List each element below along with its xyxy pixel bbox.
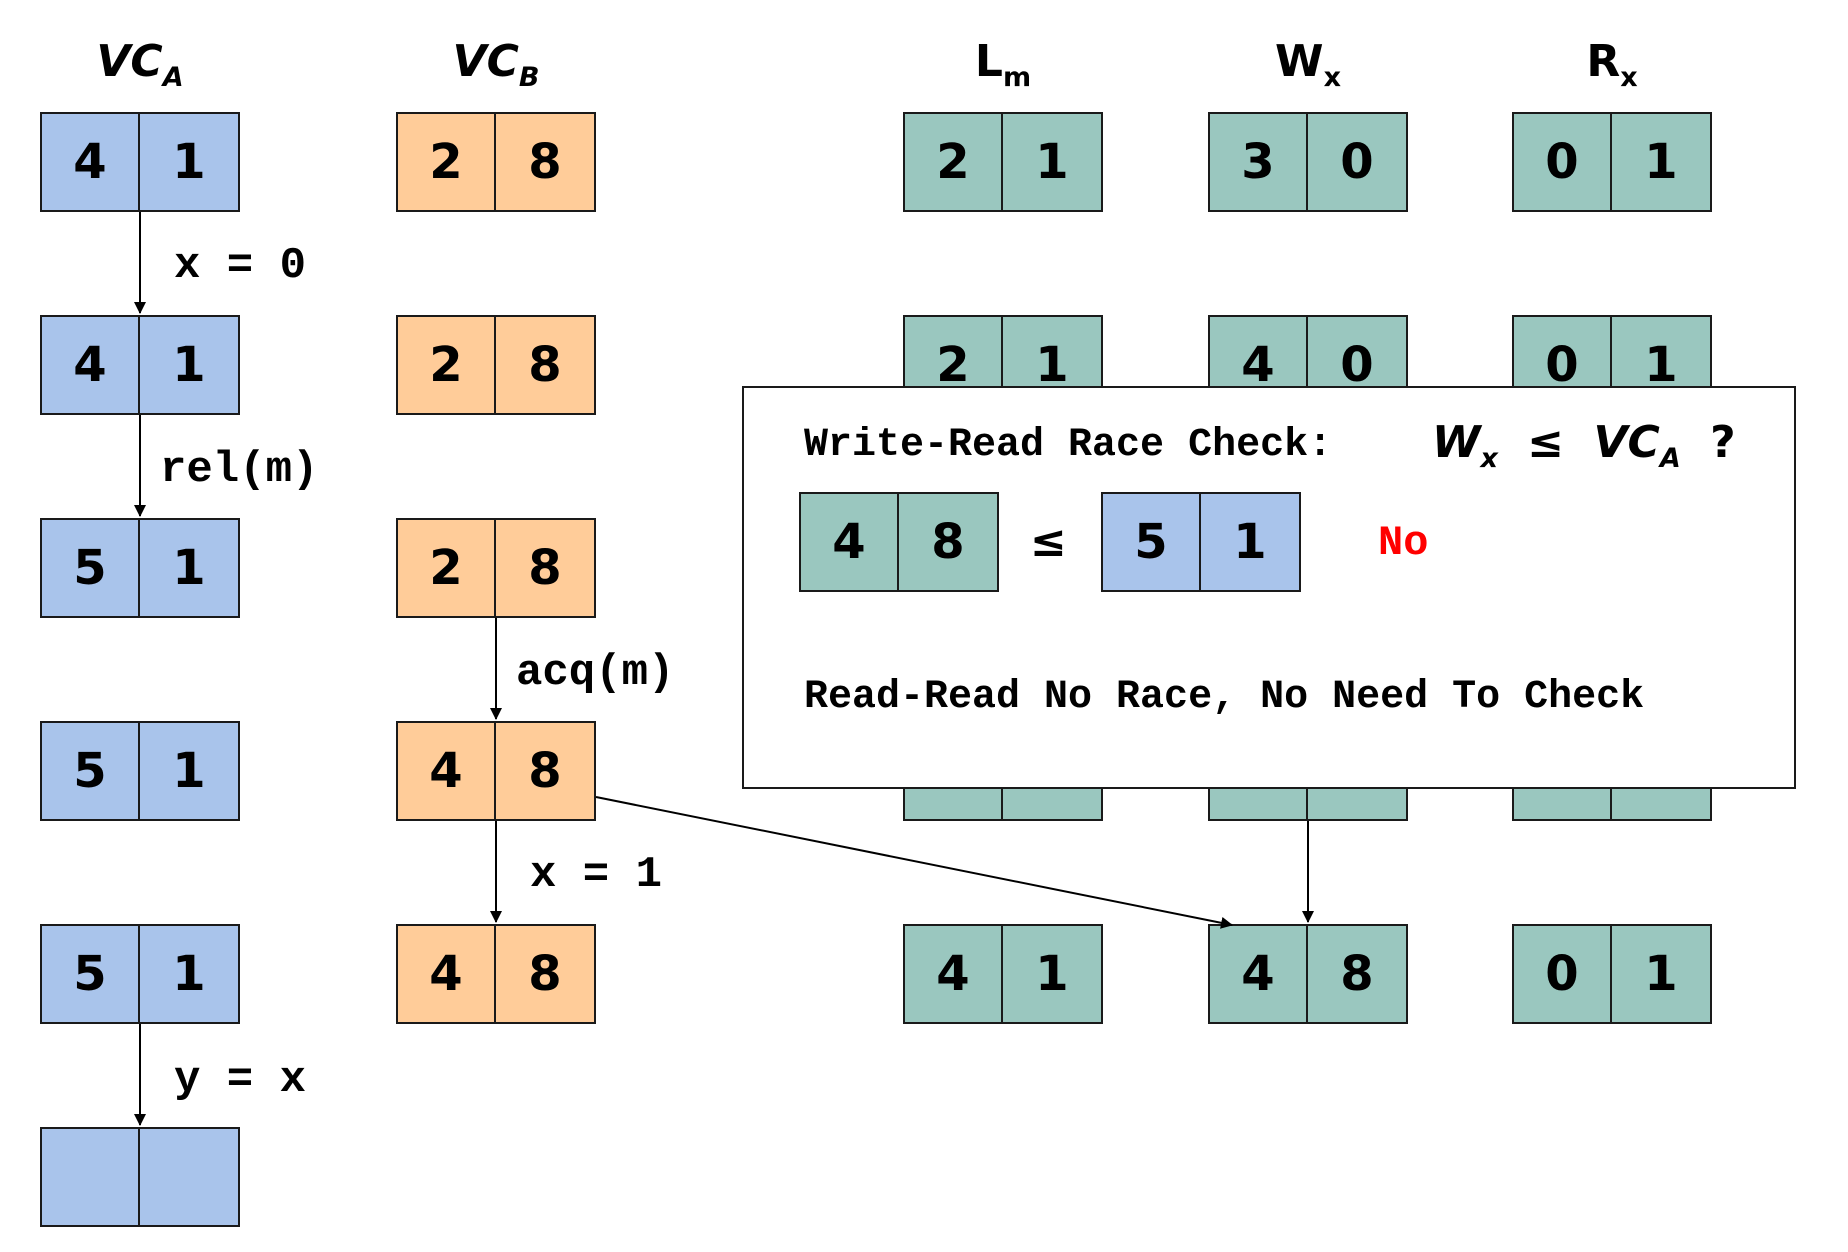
edge-label-acquire-m: acq(m) — [516, 648, 675, 698]
vca-clock-5-a — [40, 1127, 140, 1227]
vcb-clock-1: 2 8 — [396, 315, 596, 415]
vca-clock-2: 5 1 — [40, 518, 240, 618]
vcb-clock-1-b: 8 — [496, 315, 596, 415]
header-lock-m: Lm — [893, 40, 1113, 92]
vcb-clock-4-b: 8 — [496, 924, 596, 1024]
wx-clock-0-b: 0 — [1308, 112, 1408, 212]
edge-label-write-x1: x = 1 — [530, 850, 663, 900]
lm-clock-0-a: 2 — [903, 112, 1003, 212]
vca-clock-5 — [40, 1127, 240, 1227]
vca-clock-1: 4 1 — [40, 315, 240, 415]
race-check-title: Write-Read Race Check: — [804, 423, 1333, 468]
arrow-b-to-wx — [595, 796, 1233, 929]
rx-clock-4-b: 1 — [1612, 924, 1712, 1024]
header-vc-b: VCB — [386, 40, 606, 92]
vca-clock-4: 5 1 — [40, 924, 240, 1024]
header-vc-a-main: VC — [96, 36, 163, 87]
check-left-b: 8 — [899, 492, 999, 592]
vcb-clock-1-a: 2 — [396, 315, 496, 415]
check-right-a: 5 — [1101, 492, 1201, 592]
lm-clock-4-b: 1 — [1003, 924, 1103, 1024]
vcb-clock-2: 2 8 — [396, 518, 596, 618]
header-vc-a: VCA — [30, 40, 250, 92]
rx-clock-0-b: 1 — [1612, 112, 1712, 212]
read-read-note: Read-Read No Race, No Need To Check — [804, 675, 1645, 720]
wx-clock-0: 3 0 — [1208, 112, 1408, 212]
vcb-clock-3: 4 8 — [396, 721, 596, 821]
expr-question: ? — [1710, 417, 1736, 468]
wx-clock-4: 4 8 — [1208, 924, 1408, 1024]
check-left-vector: 4 8 — [799, 492, 999, 592]
expr-vca-main: VC — [1593, 417, 1660, 468]
header-write-x-sub: x — [1323, 62, 1341, 93]
vca-clock-3-b: 1 — [140, 721, 240, 821]
vca-clock-0: 4 1 — [40, 112, 240, 212]
header-vc-b-main: VC — [452, 36, 519, 87]
header-vc-b-sub: B — [518, 62, 540, 93]
expr-wx-sub: x — [1480, 443, 1498, 474]
lm-clock-4-a: 4 — [903, 924, 1003, 1024]
vcb-clock-0-b: 8 — [496, 112, 596, 212]
lm-clock-0: 2 1 — [903, 112, 1103, 212]
vca-clock-2-b: 1 — [140, 518, 240, 618]
header-vc-a-sub: A — [162, 62, 184, 93]
expr-wx-main: W — [1432, 417, 1481, 468]
expr-leq: ≤ — [1527, 417, 1565, 468]
edge-label-read-x: y = x — [174, 1055, 307, 1105]
vcb-clock-0-a: 2 — [396, 112, 496, 212]
wx-clock-4-b: 8 — [1308, 924, 1408, 1024]
vca-clock-3: 5 1 — [40, 721, 240, 821]
rx-clock-0: 0 1 — [1512, 112, 1712, 212]
vcb-clock-2-a: 2 — [396, 518, 496, 618]
wx-clock-0-a: 3 — [1208, 112, 1308, 212]
vca-clock-3-a: 5 — [40, 721, 140, 821]
rx-clock-4-a: 0 — [1512, 924, 1612, 1024]
lm-clock-4: 4 1 — [903, 924, 1103, 1024]
vcb-clock-4: 4 8 — [396, 924, 596, 1024]
check-right-vector: 5 1 — [1101, 492, 1301, 592]
rx-clock-4: 0 1 — [1512, 924, 1712, 1024]
vca-clock-4-b: 1 — [140, 924, 240, 1024]
vca-clock-1-b: 1 — [140, 315, 240, 415]
race-check-verdict: No — [1378, 519, 1429, 567]
header-write-x: Wx — [1198, 40, 1418, 92]
vca-clock-1-a: 4 — [40, 315, 140, 415]
edge-label-write-x0: x = 0 — [174, 241, 307, 291]
race-check-panel: Write-Read Race Check: Wx ≤ VCA ? 4 8 ≤ … — [742, 386, 1796, 789]
header-read-x-sub: x — [1620, 62, 1638, 93]
wx-clock-4-a: 4 — [1208, 924, 1308, 1024]
vca-clock-0-b: 1 — [140, 112, 240, 212]
header-read-x-main: R — [1586, 36, 1621, 87]
vcb-clock-4-a: 4 — [396, 924, 496, 1024]
vcb-clock-3-b: 8 — [496, 721, 596, 821]
check-left-a: 4 — [799, 492, 899, 592]
lm-clock-0-b: 1 — [1003, 112, 1103, 212]
vca-clock-4-a: 5 — [40, 924, 140, 1024]
vca-clock-5-b — [140, 1127, 240, 1227]
check-leq-symbol: ≤ — [1030, 516, 1067, 567]
rx-clock-0-a: 0 — [1512, 112, 1612, 212]
check-right-b: 1 — [1201, 492, 1301, 592]
header-lock-m-sub: m — [1002, 62, 1032, 93]
race-check-expression: Wx ≤ VCA ? — [1432, 421, 1736, 473]
header-read-x: Rx — [1502, 40, 1722, 92]
vcb-clock-0: 2 8 — [396, 112, 596, 212]
vca-clock-2-a: 5 — [40, 518, 140, 618]
header-lock-m-main: L — [974, 36, 1003, 87]
vcb-clock-3-a: 4 — [396, 721, 496, 821]
edge-label-release-m: rel(m) — [160, 445, 319, 495]
expr-vca-sub: A — [1659, 443, 1681, 474]
vcb-clock-2-b: 8 — [496, 518, 596, 618]
vca-clock-0-a: 4 — [40, 112, 140, 212]
header-write-x-main: W — [1275, 36, 1324, 87]
